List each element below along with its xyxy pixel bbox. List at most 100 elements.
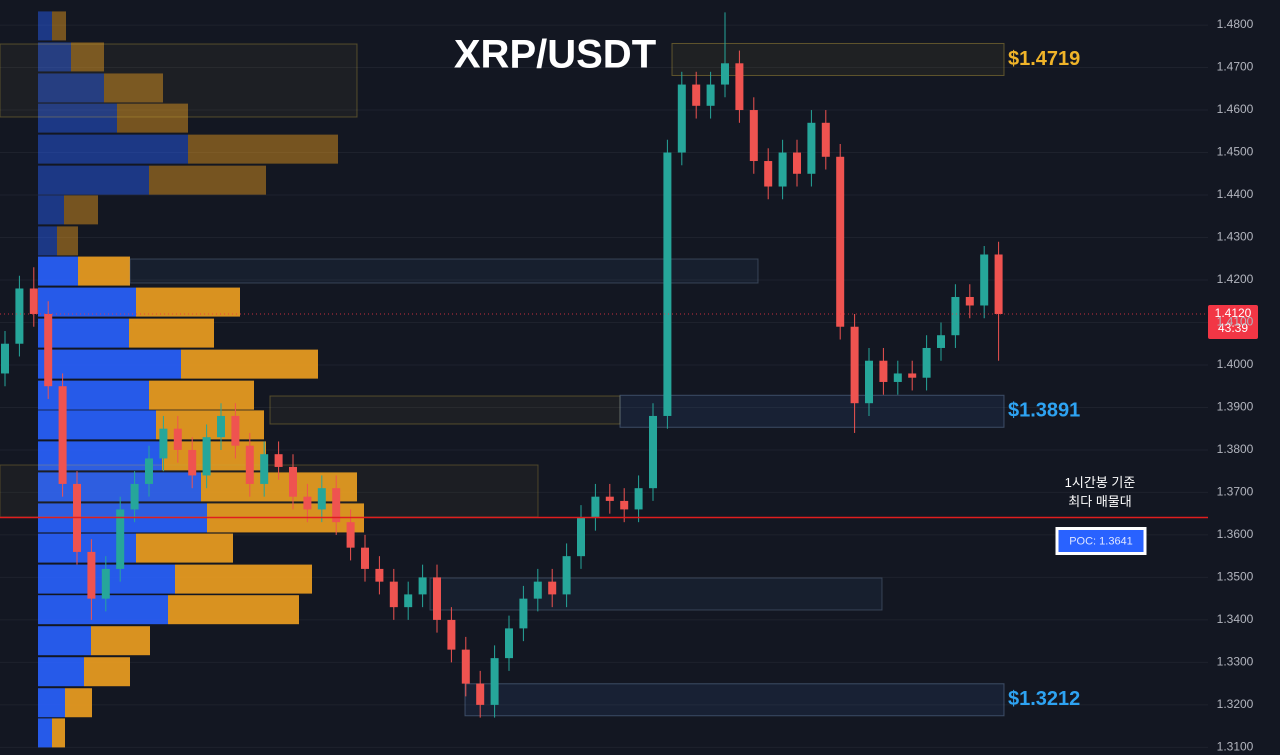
candle-body <box>433 577 441 620</box>
candle-body <box>145 458 153 484</box>
candle-body <box>317 488 326 510</box>
y-tick-label: 1.4700 <box>1217 60 1254 74</box>
profile-buy <box>38 657 84 687</box>
profile-sell <box>175 564 312 594</box>
volume-profile <box>38 11 364 748</box>
candle-body <box>663 152 672 416</box>
profile-buy <box>38 318 129 348</box>
candle-body <box>836 156 845 327</box>
poc-label: POC: 1.3641 <box>1069 535 1133 547</box>
profile-buy <box>38 73 104 103</box>
profile-sell <box>71 42 104 72</box>
candle-body <box>303 496 312 510</box>
zone <box>429 577 883 611</box>
y-tick-label: 1.3800 <box>1217 442 1254 456</box>
profile-sell <box>149 380 254 410</box>
candle-body <box>548 581 557 595</box>
profile-sell <box>52 11 66 41</box>
profile-sell <box>117 103 188 133</box>
candle-body <box>289 466 297 497</box>
candle-body <box>346 522 355 548</box>
profile-sell <box>52 718 65 748</box>
candle-body <box>375 568 384 582</box>
profile-sell <box>156 410 264 440</box>
zones <box>0 42 1005 717</box>
zone <box>269 395 621 425</box>
zone <box>129 258 759 284</box>
profile-buy <box>38 103 117 133</box>
y-tick-label: 1.3400 <box>1217 612 1254 626</box>
candle-body <box>332 488 341 523</box>
y-tick-label: 1.4600 <box>1217 102 1254 116</box>
profile-buy <box>38 410 156 440</box>
candle-body <box>404 594 413 608</box>
candle-body <box>188 449 197 476</box>
candle-body <box>29 288 38 314</box>
candle-body <box>778 152 787 187</box>
candles <box>1 12 1003 718</box>
candle-body <box>634 488 643 510</box>
profile-buy <box>38 595 168 625</box>
profile-sell <box>64 195 98 225</box>
candle-body <box>260 454 269 484</box>
candle-body <box>361 547 369 569</box>
candle-body <box>951 296 960 336</box>
profile-buy <box>38 718 52 748</box>
profile-sell <box>129 318 214 348</box>
y-tick-label: 1.4200 <box>1217 272 1254 286</box>
profile-sell <box>136 287 240 317</box>
profile-sell <box>188 134 338 164</box>
current-price-label: 1.4120 <box>1215 306 1252 320</box>
zone <box>0 43 358 118</box>
profile-buy <box>38 380 149 410</box>
y-tick-label: 1.4500 <box>1217 145 1254 159</box>
candle-body <box>533 581 542 599</box>
y-tick-label: 1.3700 <box>1217 485 1254 499</box>
y-tick-label: 1.3200 <box>1217 697 1254 711</box>
candle-body <box>490 658 499 705</box>
candle-body <box>173 428 182 450</box>
candle-body <box>274 454 283 467</box>
candle-body <box>1 343 9 374</box>
candle-body <box>58 386 67 484</box>
y-tick-label: 1.3600 <box>1217 527 1254 541</box>
profile-sell <box>149 165 266 195</box>
profile-sell <box>104 73 163 103</box>
y-tick-label: 1.4400 <box>1217 187 1254 201</box>
candle-body <box>706 84 715 106</box>
candle-body <box>893 373 902 382</box>
candle-body <box>591 496 600 518</box>
current-price-tag <box>1208 304 1258 339</box>
candle-body <box>605 496 614 501</box>
profile-sell <box>78 256 130 286</box>
profile-sell <box>91 626 150 656</box>
candle-body <box>116 509 125 569</box>
y-tick-label: 1.3100 <box>1217 740 1254 754</box>
candle-body <box>505 628 513 659</box>
candle-body <box>677 84 686 153</box>
candle-body <box>461 649 470 684</box>
candle-body <box>577 517 585 557</box>
candle-body <box>159 428 168 459</box>
candle-body <box>476 683 485 705</box>
y-tick-label: 1.4800 <box>1217 17 1254 31</box>
candle-body <box>922 347 931 378</box>
poc-annotation: 최다 매물대 <box>1068 494 1131 509</box>
poc-annotation: 1시간봉 기준 <box>1065 475 1136 490</box>
candle-body <box>850 326 859 404</box>
level-label: $1.3891 <box>1008 400 1080 422</box>
level-label: $1.4719 <box>1008 48 1080 70</box>
candle-body <box>965 296 974 306</box>
candle-body <box>807 122 816 174</box>
candle-body <box>865 360 873 404</box>
level-zone <box>464 683 1005 717</box>
profile-buy <box>38 195 64 225</box>
profile-buy <box>38 11 52 41</box>
zone <box>0 464 539 518</box>
y-tick-label: 1.3900 <box>1217 400 1254 414</box>
y-tick-label: 1.4000 <box>1217 357 1254 371</box>
candle-body <box>87 551 96 599</box>
level-zone <box>619 394 1005 428</box>
